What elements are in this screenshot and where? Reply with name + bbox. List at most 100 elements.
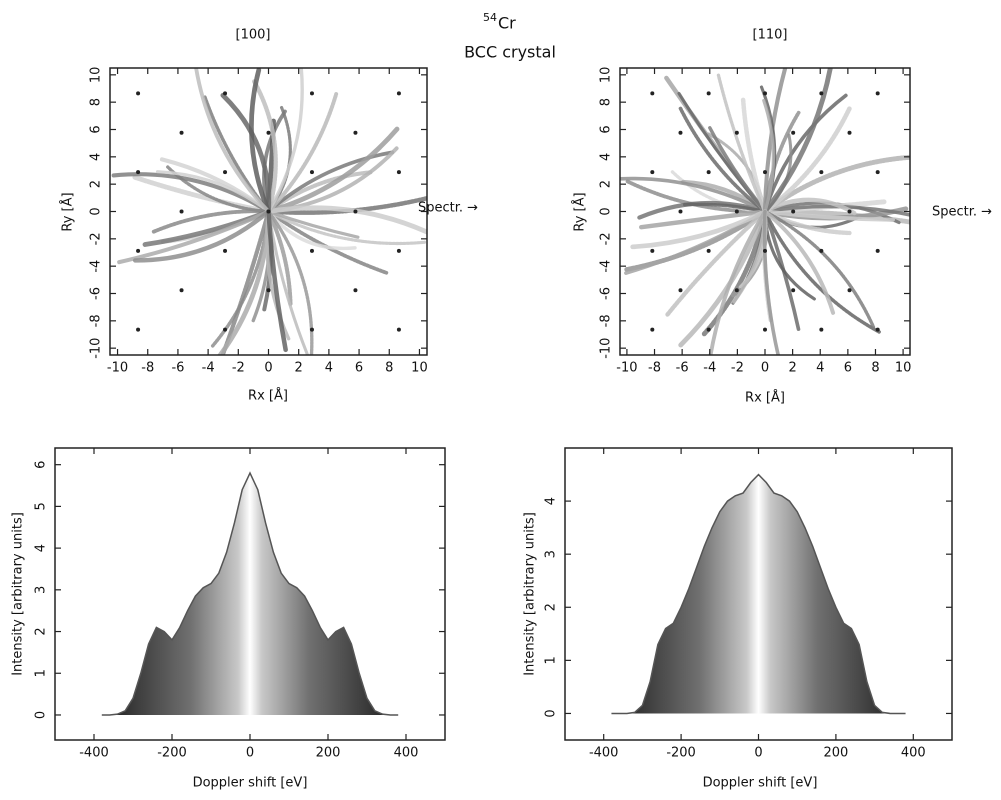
y-tick-label: 6	[34, 461, 49, 469]
x-tick-label: 4	[325, 361, 333, 376]
y-tick-label: 10	[599, 67, 614, 84]
y-tick-label: 4	[599, 153, 614, 161]
trajectory	[220, 92, 272, 214]
y-tick-label: -4	[599, 260, 614, 273]
lattice-point	[847, 209, 852, 214]
y-tick-label: -8	[89, 314, 104, 327]
lattice-point	[734, 288, 739, 293]
trajectory	[762, 209, 781, 355]
trajectory	[762, 209, 836, 315]
lattice-point	[223, 248, 228, 253]
title-superscript: 54	[483, 11, 497, 24]
x-tick-label: 10	[411, 361, 428, 376]
x-tick-label: 0	[761, 361, 769, 376]
panel: -400 -200 0 200 400 0 1 2 3 4 Doppler shift [eV] In…	[523, 447, 953, 791]
y-tick-label: 0	[544, 709, 559, 717]
trajectory	[249, 68, 271, 214]
lattice-point	[266, 130, 271, 135]
trajectory	[252, 79, 278, 214]
y-tick-label: 0	[89, 207, 104, 215]
x-tick-label: 2	[295, 361, 303, 376]
lattice-point	[763, 248, 767, 253]
x-tick-label: 400	[901, 746, 926, 761]
lattice-point	[763, 91, 767, 96]
trajectory	[266, 92, 339, 214]
x-tick-label: 0	[754, 746, 762, 761]
lattice-point	[353, 288, 358, 293]
lattice-point	[734, 130, 739, 135]
lattice-point	[706, 248, 711, 253]
y-tick-label: 0	[34, 711, 49, 719]
x-tick-label: 2	[788, 361, 796, 376]
y-tick-label: 6	[599, 125, 614, 133]
lattice-point	[678, 209, 683, 214]
y-tick-label: 8	[599, 98, 614, 106]
y-tick-label: 2	[544, 603, 559, 611]
panel-title: [100]	[236, 28, 271, 43]
trajectory	[266, 209, 360, 239]
trajectory	[266, 209, 314, 355]
lattice-point	[650, 170, 655, 175]
y-tick-label: 5	[34, 502, 49, 510]
x-tick-label: -4	[202, 361, 215, 376]
lattice-point	[396, 91, 401, 96]
y-tick-label: 4	[34, 544, 49, 552]
trajectory	[763, 209, 881, 334]
y-tick-label: -10	[599, 338, 614, 359]
x-tick-label: -10	[616, 361, 637, 376]
lattice-point	[734, 209, 739, 214]
lattice-point	[179, 130, 184, 135]
x-tick-label: -6	[171, 361, 184, 376]
lattice-point	[266, 288, 271, 293]
lattice-point	[819, 91, 824, 96]
lattice-point	[847, 288, 852, 293]
lattice-point	[136, 327, 141, 332]
trajectory	[266, 209, 288, 353]
x-tick-label: 200	[823, 746, 848, 761]
trajectory	[763, 209, 876, 329]
y-tick-label: -6	[89, 287, 104, 300]
lattice-point	[875, 327, 880, 332]
trajectory	[639, 209, 768, 230]
lattice-point	[678, 288, 683, 293]
x-tick-label: 0	[246, 746, 254, 761]
subtitle: BCC crystal	[464, 43, 556, 62]
trajectory	[266, 209, 427, 246]
lattice-point	[309, 327, 314, 332]
x-tick-label: 8	[871, 361, 879, 376]
x-tick-label: -200	[666, 746, 696, 761]
lattice-point	[309, 248, 314, 253]
x-tick-label: -400	[589, 746, 619, 761]
x-tick-label: -8	[648, 361, 661, 376]
lattice-point	[136, 170, 141, 175]
annotation: Spectr. →	[932, 205, 992, 220]
x-axis-label: Doppler shift [eV]	[703, 776, 818, 791]
lattice-point	[309, 91, 314, 96]
trajectory	[266, 209, 293, 306]
y-tick-label: -4	[89, 260, 104, 273]
y-axis-label: Intensity [arbitrary units]	[523, 512, 538, 676]
trajectory	[708, 126, 767, 214]
x-tick-label: 400	[394, 746, 419, 761]
trajectory	[762, 68, 833, 214]
lattice-point	[223, 91, 228, 96]
lattice-point	[266, 209, 271, 214]
lattice-point	[706, 170, 711, 175]
x-tick-label: 8	[385, 361, 393, 376]
lattice-point	[223, 170, 228, 175]
trajectory	[678, 106, 767, 214]
x-tick-label: 6	[355, 361, 363, 376]
lattice-point	[875, 248, 880, 253]
x-tick-label: -2	[731, 361, 744, 376]
title: Cr	[498, 14, 516, 33]
trajectories	[111, 68, 427, 355]
lattice-point	[819, 170, 824, 175]
lattice-point	[650, 91, 655, 96]
trajectory	[266, 126, 400, 214]
trajectory	[762, 209, 896, 222]
spectrum-area	[101, 473, 399, 715]
trajectory	[620, 176, 767, 214]
lattice-point	[763, 170, 767, 175]
lattice-point	[179, 288, 184, 293]
